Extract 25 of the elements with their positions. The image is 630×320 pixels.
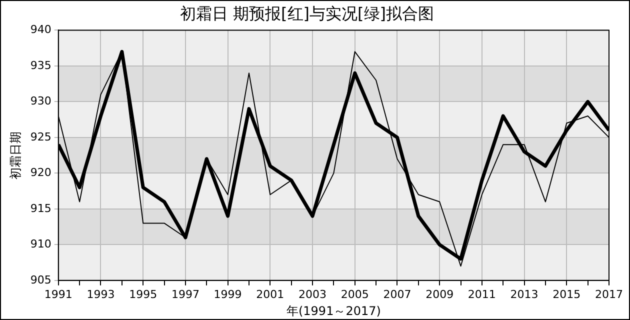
- y-tick-label: 910: [30, 238, 52, 251]
- x-tick-label: 2001: [256, 288, 284, 301]
- x-tick-label: 1993: [86, 288, 115, 301]
- y-tick-label: 940: [30, 23, 52, 36]
- x-tick-label: 1991: [44, 288, 72, 301]
- y-tick-label: 915: [30, 202, 52, 215]
- x-tick-label: 1997: [171, 288, 200, 301]
- x-tick-label: 1999: [214, 288, 242, 301]
- x-tick-label: 1995: [129, 288, 158, 301]
- y-tick-label: 930: [30, 94, 52, 108]
- y-axis-title: 初霜日期: [8, 131, 22, 180]
- y-tick-label: 925: [30, 130, 52, 144]
- y-tick-label: 920: [30, 166, 52, 180]
- x-tick-label: 2015: [552, 288, 581, 301]
- x-tick-label: 2003: [298, 288, 327, 301]
- y-tick-label: 905: [30, 273, 52, 286]
- x-axis-title: 年(1991～2017): [286, 304, 381, 318]
- x-tick-label: 2005: [340, 288, 369, 301]
- x-tick-label: 2017: [595, 288, 623, 301]
- y-tick-label: 935: [30, 58, 52, 72]
- chart-title: 初霜日 期预报[红]与实况[绿]拟合图: [180, 4, 434, 23]
- x-tick-label: 2013: [510, 288, 538, 301]
- x-tick-label: 2007: [383, 288, 412, 301]
- x-tick-label: 2011: [468, 288, 496, 301]
- x-tick-label: 2009: [426, 288, 454, 301]
